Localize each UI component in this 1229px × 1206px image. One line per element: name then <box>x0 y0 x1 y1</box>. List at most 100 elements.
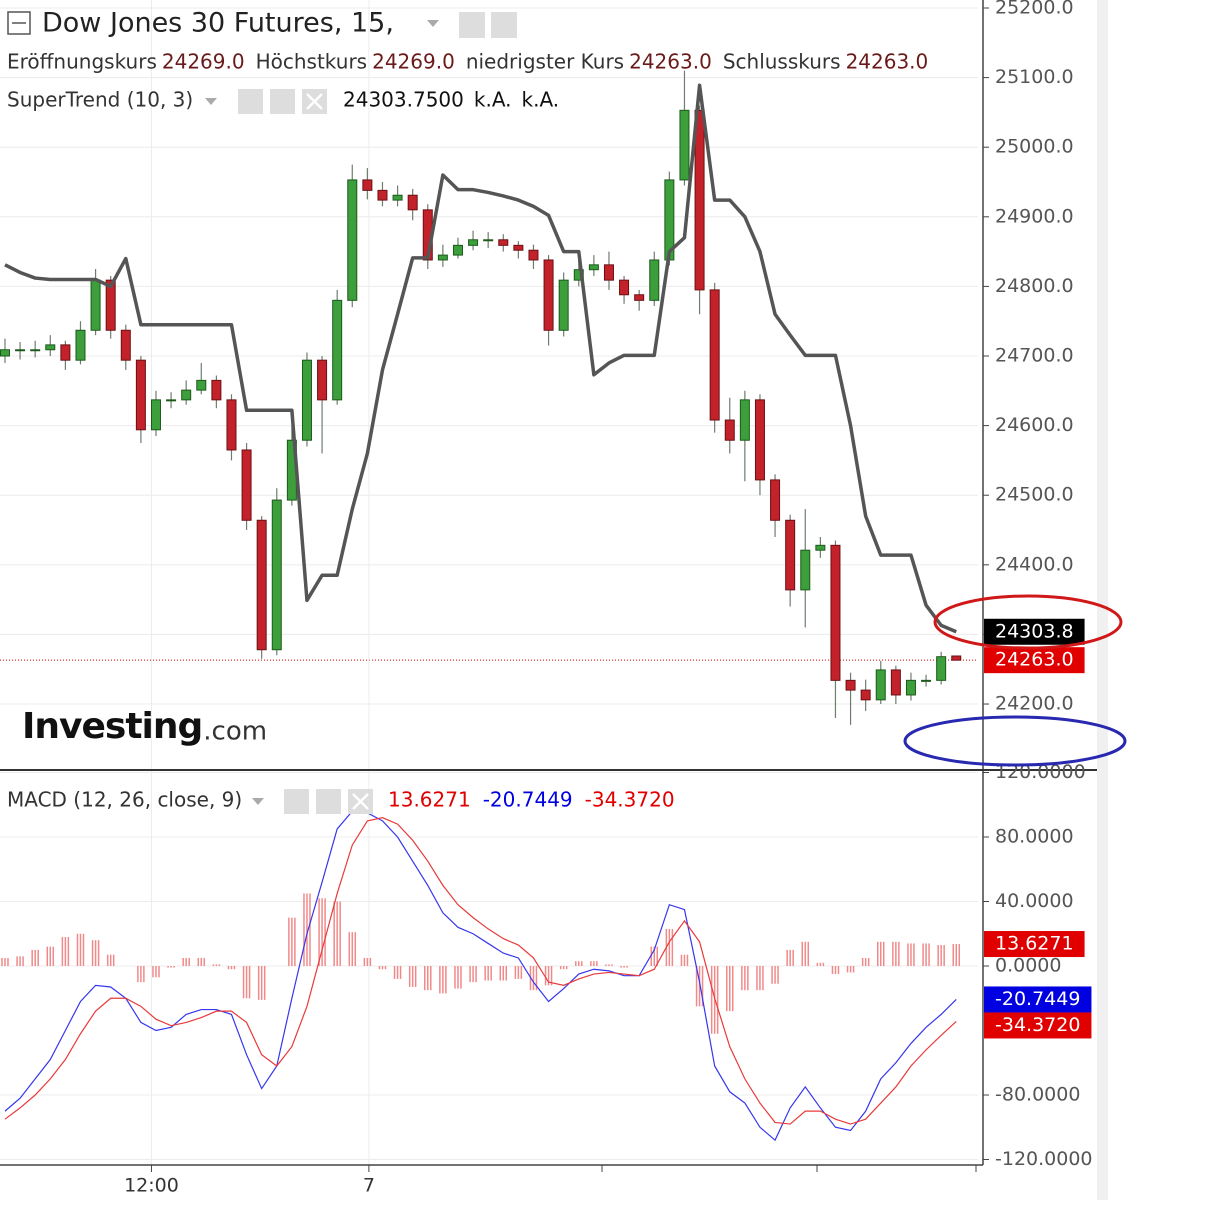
eye-icon[interactable] <box>284 789 309 814</box>
gear-icon[interactable] <box>491 12 517 38</box>
candle-body <box>785 519 796 591</box>
candle-body <box>226 399 237 451</box>
candle-body <box>905 679 916 696</box>
indicator-title: MACD (12, 26, close, 9) <box>7 788 242 812</box>
candle-body <box>30 349 41 352</box>
legend-value: -20.7449 <box>483 788 573 812</box>
candle-body <box>754 399 765 481</box>
chart-title: Dow Jones 30 Futures, 15, <box>42 8 394 39</box>
candle-body <box>362 179 373 191</box>
candle-body <box>60 344 71 361</box>
legend-value: 24263.0 <box>846 50 929 74</box>
candle-body <box>649 259 660 301</box>
y-tick-label: 24500.0 <box>995 484 1074 506</box>
y-tick-label: 24200.0 <box>995 693 1074 715</box>
candle-body <box>513 244 524 251</box>
y-tick-label: 80.0000 <box>995 826 1074 848</box>
candle-body <box>483 239 494 242</box>
candle-body <box>452 244 463 256</box>
y-tick-label: 25100.0 <box>995 66 1074 88</box>
price-label: -34.3720 <box>995 1014 1080 1036</box>
candle-body <box>256 519 267 651</box>
legend-label: niedrigster Kurs <box>466 50 624 74</box>
dropdown[interactable] <box>252 798 264 805</box>
candle-body <box>890 669 901 696</box>
y-tick-label: 25200.0 <box>995 0 1074 19</box>
candle-body <box>558 279 569 331</box>
watermark: Investing <box>22 706 202 747</box>
candle-body <box>619 279 630 296</box>
grid <box>0 0 978 1165</box>
candle-body <box>135 359 146 431</box>
candle-body <box>800 549 811 591</box>
x-tick-label: 7 <box>363 1175 375 1197</box>
candle-body <box>815 544 826 551</box>
gear-icon[interactable] <box>316 789 341 814</box>
legend-value: -34.3720 <box>585 788 675 812</box>
y-tick-label: 24900.0 <box>995 205 1074 227</box>
gear-icon[interactable] <box>270 89 295 114</box>
y-tick-label: 24700.0 <box>995 345 1074 367</box>
price-label-box <box>984 1012 1092 1039</box>
candle-body <box>498 239 509 246</box>
dropdown[interactable] <box>427 20 439 27</box>
candle-body <box>45 344 56 351</box>
price-label: 24263.0 <box>995 649 1074 671</box>
candle-body <box>694 109 705 291</box>
candle-body <box>392 194 403 201</box>
candle-body <box>830 544 841 681</box>
price-label-box <box>984 647 1085 674</box>
candle-body <box>407 194 418 211</box>
candle-body <box>105 279 116 331</box>
eye-icon[interactable] <box>238 89 263 114</box>
y-tick-label: 0.0000 <box>995 955 1061 977</box>
candle-body <box>150 399 161 431</box>
macd-line <box>4 810 957 1142</box>
candle-body <box>317 359 328 401</box>
macd-line <box>4 817 957 1125</box>
annotation-ellipse <box>933 594 1123 650</box>
candle-body <box>528 249 539 261</box>
labels: 24200.024300.024400.024500.024600.024700… <box>7 0 1093 1197</box>
legend-entry: SuperTrend (10, 3) <box>7 88 193 112</box>
price-label-box <box>984 986 1092 1013</box>
close-icon-x <box>352 793 369 810</box>
candle-body <box>709 289 720 421</box>
legend-label: Schlusskurs <box>723 50 841 74</box>
candle-body <box>724 419 735 441</box>
supertrend-line <box>4 83 957 634</box>
x-tick-label: 12:00 <box>124 1175 179 1197</box>
legend-value: k.A. <box>474 88 512 112</box>
candle-body <box>211 379 222 401</box>
eye-icon[interactable] <box>459 12 485 38</box>
legend-value: 24269.0 <box>372 50 455 74</box>
candle-body <box>15 349 26 352</box>
price-label-box <box>984 618 1085 645</box>
y-tick-label: -120.0000 <box>995 1148 1093 1170</box>
close-icon-x <box>306 93 323 110</box>
candle-body <box>271 499 282 651</box>
watermark: .com <box>203 717 267 747</box>
legend-value: 13.6271 <box>388 788 471 812</box>
candle-body <box>739 399 750 441</box>
candle-body <box>301 359 312 441</box>
candle-body <box>196 379 207 391</box>
scrollbar <box>1097 0 1108 1200</box>
y-tick-label: 120.0000 <box>995 761 1086 783</box>
dropdown[interactable] <box>205 98 217 105</box>
legend-label: Eröffnungskurs <box>7 50 157 74</box>
price-label: -20.7449 <box>995 988 1080 1010</box>
legend-label: Höchstkurs <box>256 50 368 74</box>
legend-value: 24269.0 <box>162 50 245 74</box>
candle-body <box>377 189 388 201</box>
candle-body <box>181 389 192 401</box>
candle-body <box>241 449 252 521</box>
marks <box>0 70 962 1142</box>
legend-value: k.A. <box>522 88 560 112</box>
legend-value: 24303.7500 <box>343 88 464 112</box>
legend-value: 24263.0 <box>629 50 712 74</box>
candle-body <box>921 679 932 682</box>
collapse-icon[interactable] <box>7 11 31 35</box>
y-tick-label: 24400.0 <box>995 553 1074 575</box>
